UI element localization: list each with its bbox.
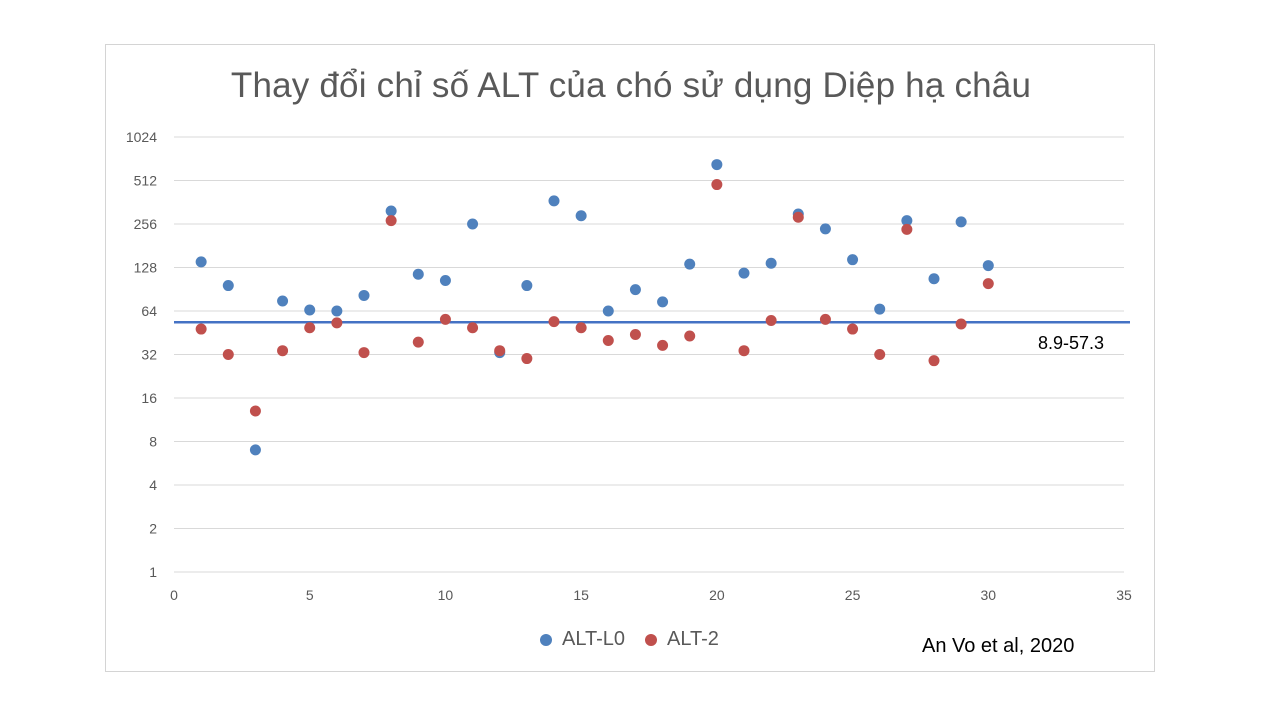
- point-alt-l0-7: [358, 289, 370, 301]
- point-alt-2-12: [494, 345, 506, 357]
- point-alt-2-1: [195, 323, 207, 335]
- point-alt-l0-16: [602, 305, 614, 317]
- y-tick-label-8: 8: [149, 434, 157, 450]
- point-alt-l0-18: [657, 296, 669, 308]
- x-tick-label-10: 10: [438, 587, 454, 603]
- point-alt-l0-27: [901, 215, 913, 227]
- point-alt-2-28: [928, 355, 940, 367]
- point-alt-2-25: [847, 323, 859, 335]
- point-alt-2-5: [304, 322, 316, 334]
- legend: ALT-L0 ALT-2: [540, 628, 739, 651]
- point-alt-2-19: [684, 330, 696, 342]
- point-alt-2-14: [548, 316, 560, 328]
- point-alt-2-23: [792, 211, 804, 223]
- point-alt-2-9: [412, 336, 424, 348]
- legend-item-alt-l0: ALT-L0: [540, 628, 625, 651]
- legend-item-alt-2: ALT-2: [645, 628, 719, 651]
- point-alt-2-21: [738, 345, 750, 357]
- x-tick-label-30: 30: [980, 587, 996, 603]
- point-alt-2-11: [467, 322, 479, 334]
- point-alt-2-27: [901, 223, 913, 235]
- point-alt-l0-10: [439, 275, 451, 287]
- point-alt-2-30: [982, 278, 994, 290]
- x-tick-label-25: 25: [845, 587, 861, 603]
- point-alt-2-17: [629, 329, 641, 341]
- x-tick-label-5: 5: [306, 587, 314, 603]
- point-alt-l0-21: [738, 267, 750, 279]
- point-alt-l0-29: [955, 216, 967, 228]
- point-alt-l0-14: [548, 195, 560, 207]
- point-alt-2-15: [575, 322, 587, 334]
- y-tick-label-512: 512: [134, 173, 158, 189]
- point-alt-l0-22: [765, 257, 777, 269]
- point-alt-l0-19: [684, 258, 696, 270]
- point-alt-l0-1: [195, 256, 207, 268]
- data-points: [195, 159, 994, 456]
- point-alt-l0-30: [982, 260, 994, 272]
- x-tick-label-0: 0: [170, 587, 178, 603]
- point-alt-l0-5: [304, 304, 316, 316]
- y-tick-label-4: 4: [149, 477, 157, 493]
- legend-swatch-alt-2: [645, 633, 657, 646]
- legend-label-alt-2: ALT-2: [667, 628, 719, 650]
- y-tick-label-1: 1: [149, 564, 157, 580]
- point-alt-l0-20: [711, 159, 723, 171]
- x-tick-label-15: 15: [573, 587, 589, 603]
- y-tick-label-16: 16: [141, 390, 157, 406]
- point-alt-l0-24: [819, 223, 831, 235]
- point-alt-2-22: [765, 315, 777, 327]
- point-alt-l0-4: [277, 295, 289, 307]
- point-alt-2-2: [222, 349, 234, 360]
- y-tick-label-128: 128: [134, 260, 158, 276]
- legend-label-alt-l0: ALT-L0: [562, 628, 625, 650]
- point-alt-2-18: [657, 339, 669, 351]
- x-axis-ticks: 0 5 10 15 20 25 30 35: [170, 587, 1132, 603]
- point-alt-l0-6: [331, 305, 343, 317]
- point-alt-2-13: [521, 353, 533, 365]
- point-alt-l0-2: [222, 280, 234, 292]
- point-alt-l0-15: [575, 210, 587, 222]
- point-alt-l0-28: [928, 273, 940, 285]
- reference-range-label: 8.9-57.3: [1038, 333, 1105, 353]
- point-alt-2-10: [439, 313, 451, 325]
- legend-swatch-alt-l0: [540, 633, 552, 646]
- chart-frame: [105, 44, 1155, 672]
- point-alt-l0-26: [874, 303, 886, 315]
- y-tick-label-32: 32: [141, 347, 157, 363]
- point-alt-2-29: [955, 318, 967, 330]
- y-tick-label-64: 64: [141, 303, 157, 319]
- x-tick-label-35: 35: [1116, 587, 1132, 603]
- point-alt-l0-8: [385, 205, 397, 217]
- point-alt-2-20: [711, 179, 723, 191]
- point-alt-2-16: [602, 334, 614, 346]
- point-alt-l0-13: [521, 280, 533, 292]
- point-alt-2-26: [874, 349, 886, 360]
- point-alt-l0-25: [847, 254, 859, 266]
- point-alt-2-3: [249, 405, 261, 417]
- y-tick-label-2: 2: [149, 521, 157, 537]
- point-alt-l0-3: [249, 444, 261, 456]
- y-tick-label-256: 256: [134, 216, 158, 232]
- point-alt-l0-17: [629, 284, 641, 296]
- point-alt-2-24: [819, 313, 831, 325]
- point-alt-2-4: [277, 345, 289, 357]
- x-tick-label-20: 20: [709, 587, 725, 603]
- point-alt-2-8: [385, 215, 397, 227]
- point-alt-l0-11: [467, 218, 479, 230]
- chart-title: Thay đổi chỉ số ALT của chó sử dụng Diệp…: [230, 66, 1032, 105]
- point-alt-l0-9: [412, 268, 424, 280]
- y-tick-label-1024: 1024: [126, 129, 157, 145]
- grid-lines: [174, 136, 1124, 573]
- point-alt-2-7: [358, 347, 370, 359]
- source-credit: An Vo et al, 2020: [922, 635, 1075, 657]
- y-axis-ticks: 1 2 4 8 16 32 64 128 256 512 1024: [126, 129, 157, 580]
- point-alt-2-6: [331, 317, 343, 329]
